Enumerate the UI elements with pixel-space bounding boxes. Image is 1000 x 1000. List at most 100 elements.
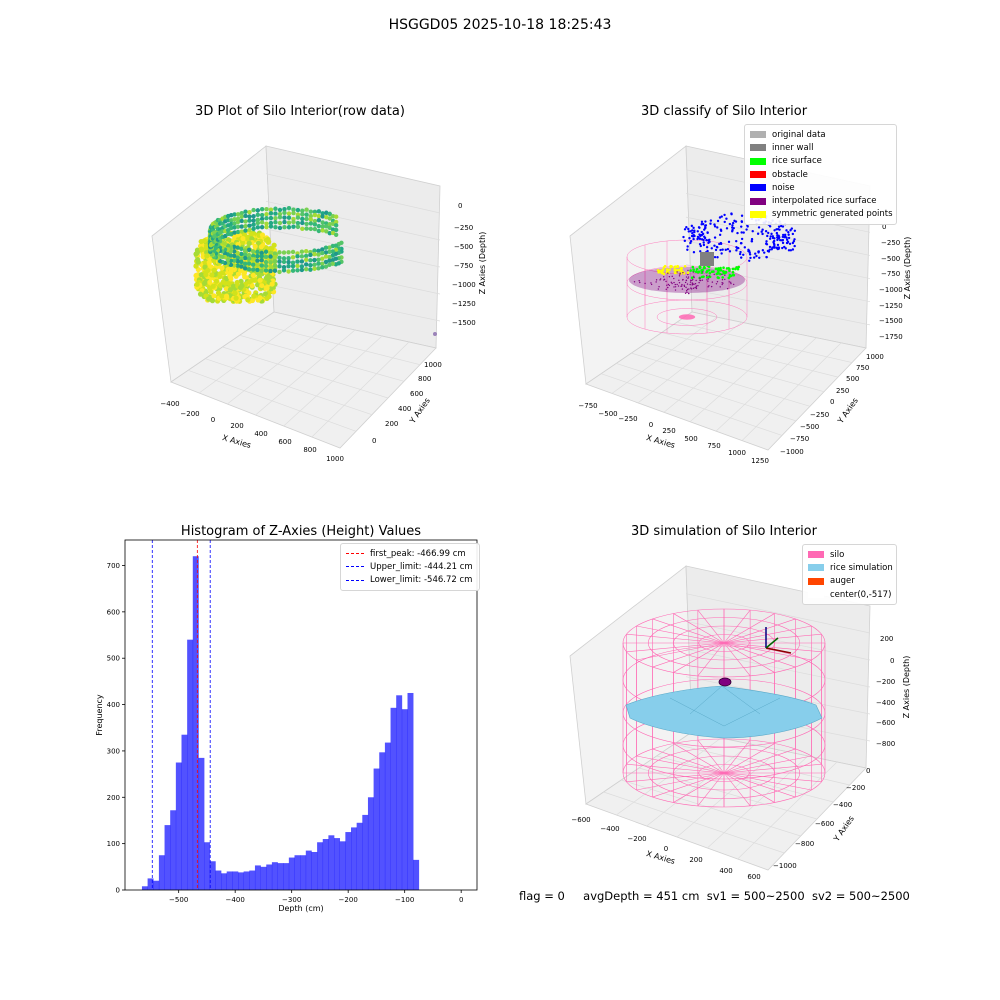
noise-point [700,238,704,241]
interpolated-point [685,276,688,278]
z-tick: 0 [458,202,462,210]
legend-item: silo [808,548,891,561]
interpolated-point [679,272,681,275]
interpolated-point [668,276,671,278]
interpolated-point [667,283,670,286]
data-point [246,267,252,272]
histogram-bar [260,866,267,890]
x-tick: −400 [160,400,179,408]
data-point [277,207,283,213]
data-point [255,220,261,226]
interpolated-point [681,283,683,286]
histogram-bar [367,797,374,890]
data-point [259,224,265,230]
data-point [259,216,265,222]
interpolated-point [659,278,662,280]
interpolated-point [673,277,675,280]
interpolated-point [674,289,677,291]
data-point [257,277,263,283]
noise-point [738,252,742,256]
data-point [203,272,209,278]
data-point [255,267,260,273]
noise-point [726,247,730,251]
interpolated-point [699,277,701,279]
data-point [235,258,240,264]
interpolated-point [687,277,689,279]
data-point [259,254,264,259]
noise-point [691,232,694,235]
simulation-3d-zlabel: Z Axies (Depth) [902,656,911,719]
z-tick: −1250 [879,302,903,310]
data-point [316,257,321,262]
histogram-bar [413,859,420,890]
data-point [225,218,231,223]
rice-surface-point [695,267,699,271]
histogram-x-ticks: −500 −400 −300 −200 −100 0 [169,890,463,904]
data-point [320,250,325,256]
noise-point [748,259,751,262]
classify-3d-y-ticks: −1000 −750 −500 −250 0 250 500 750 1000 [780,353,884,456]
data-point [241,271,247,277]
classify-3d-ylabel: Y Axies [835,396,860,426]
noise-point [702,243,706,247]
interpolated-point [726,288,729,290]
histogram-bar [311,851,318,890]
z-tick: −500 [881,255,900,263]
data-point [204,253,210,259]
legend-swatch [808,564,824,572]
noise-point [732,226,735,230]
data-point [272,251,278,256]
legend-swatch [750,171,766,179]
data-point [220,279,226,285]
interpolated-point [698,281,700,284]
z-tick: −1250 [452,300,476,308]
classify-3d-legend: original data inner wall rice surface ob… [744,124,897,226]
data-point [333,219,339,225]
noise-point [733,219,736,223]
data-point [263,254,269,260]
sv1-text: sv1 = 500~2500 [706,889,805,903]
noise-point [707,241,710,245]
data-point [286,220,292,225]
y-tick: −200 [846,784,865,792]
rice-surface-point [737,265,741,269]
noise-point [736,231,739,235]
legend-swatch [750,184,766,192]
histogram-bar [147,878,154,890]
data-point [316,261,321,266]
data-point [282,215,287,220]
data-point [243,228,248,233]
data-point [291,219,296,225]
classify-3d-x-ticks: −750 −500 −250 0 250 500 750 1000 1250 [578,402,769,465]
histogram-bar [158,855,165,890]
noise-point [716,256,719,259]
noise-point [775,228,778,231]
data-point [299,264,305,269]
noise-point [765,255,768,259]
data-point [255,254,260,259]
data-point [242,261,248,266]
interpolated-point [721,278,724,281]
classify-3d-points [633,212,797,295]
histogram-ylabel: Frequency [95,694,104,736]
interpolated-point [673,281,675,284]
interpolated-point [686,288,689,291]
data-point [320,247,325,252]
interpolated-point [695,285,698,287]
noise-point [731,221,735,225]
rice-surface-point [731,273,735,277]
interpolated-point [684,281,687,284]
data-point [239,251,244,257]
data-point [333,223,339,228]
simulation-3d-x-ticks: −600 −400 −200 0 200 400 600 [571,816,760,880]
z-tick: −1500 [879,317,903,325]
noise-point [785,238,789,241]
rice-surface-point [706,269,709,273]
x-tick: 600 [278,438,291,446]
data-point [277,211,283,217]
noise-point [739,250,742,254]
noise-point [713,225,717,228]
interpolated-point [667,272,669,274]
rice-surface-point [728,269,731,273]
interpolated-point [732,283,735,286]
